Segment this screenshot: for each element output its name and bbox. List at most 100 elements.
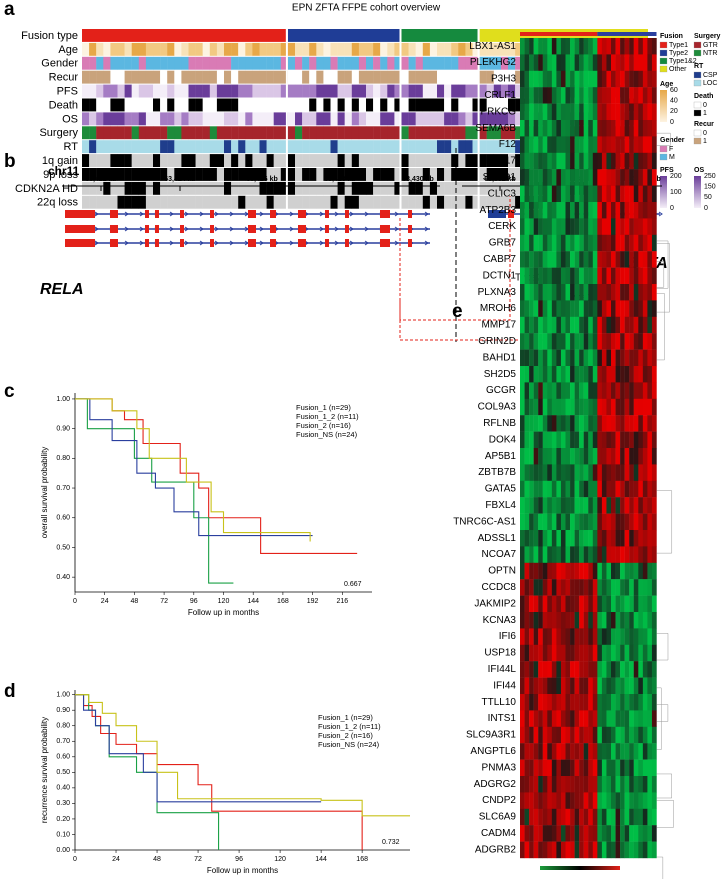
heatmap-cell: [633, 218, 639, 235]
x-tick-label: 24: [112, 856, 120, 863]
heatmap-cell: [647, 415, 653, 432]
heatmap-cell: [465, 126, 473, 140]
row-label: Gender: [41, 58, 78, 70]
heatmap-cell: [579, 103, 584, 121]
heatmap-cell: [592, 333, 598, 350]
heatmap-cell: [606, 70, 612, 88]
heatmap-cell: [524, 218, 530, 235]
heatmap-cell: [629, 38, 634, 55]
heatmap-cell: [601, 710, 607, 727]
heatmap-cell: [620, 169, 625, 186]
heatmap-cell: [592, 169, 598, 186]
heatmap-cell: [387, 56, 395, 70]
heatmap-cell: [611, 743, 616, 760]
x-tick-label: 120: [274, 856, 286, 863]
heatmap-cell: [302, 168, 310, 181]
heatmap-cell: [574, 284, 580, 301]
heatmap-cell: [624, 808, 630, 826]
heatmap-cell: [588, 349, 593, 367]
heatmap-cell: [202, 195, 210, 209]
heatmap-cell: [606, 841, 612, 859]
heatmap-cell: [224, 168, 232, 181]
heatmap-cell: [592, 759, 598, 777]
heatmap-cell: [520, 300, 525, 317]
heatmap-cell: [153, 112, 161, 126]
x-tick-label: 168: [356, 856, 368, 863]
exon: [408, 210, 412, 218]
heatmap-cell: [629, 415, 634, 432]
heatmap-cell: [486, 42, 494, 56]
heatmap-cell: [638, 185, 644, 203]
heatmap-cell: [323, 154, 331, 167]
heatmap-cell: [592, 448, 598, 465]
heatmap-cell: [633, 710, 639, 727]
heatmap-cell: [647, 448, 653, 465]
heatmap-cell: [638, 300, 644, 317]
heatmap-cell: [538, 825, 543, 842]
heatmap-cell: [547, 38, 553, 55]
heatmap-cell: [96, 168, 104, 181]
heatmap-cell: [351, 154, 360, 167]
legend-swatch: [659, 57, 668, 65]
heatmap-cell: [570, 415, 575, 432]
heatmap-cell: [529, 612, 534, 629]
heatmap-cell: [110, 70, 118, 84]
ruler-label: 63,428 kb: [324, 176, 356, 183]
heatmap-cell: [638, 333, 644, 350]
heatmap-cell: [647, 202, 653, 219]
heatmap-cell: [574, 612, 580, 629]
heatmap-cell: [408, 56, 416, 70]
heatmap-cell: [238, 98, 246, 112]
heatmap-cell: [422, 126, 431, 140]
heatmap-cell: [195, 112, 203, 126]
heatmap-cell: [551, 284, 557, 301]
heatmap-cell: [302, 195, 310, 209]
heatmap-cell: [295, 154, 303, 167]
heatmap-cell: [633, 480, 639, 498]
heatmap-cell: [538, 759, 543, 777]
heatmap-cell: [238, 195, 246, 209]
heatmap-cell: [611, 70, 616, 88]
heatmap-cell: [597, 448, 603, 465]
gene-label: SLC9A3R1: [466, 730, 516, 741]
heatmap-cell: [529, 87, 534, 104]
exon: [210, 239, 214, 247]
heatmap-cell: [579, 431, 584, 449]
heatmap-cell: [259, 168, 267, 181]
heatmap-cell: [529, 513, 534, 531]
heatmap-cell: [556, 513, 562, 531]
heatmap-cell: [500, 181, 509, 195]
heatmap-cell: [153, 154, 161, 167]
heatmap-cell: [479, 42, 487, 56]
heatmap-cell: [651, 169, 657, 186]
heatmap-cell: [651, 103, 657, 121]
heatmap-cell: [547, 349, 553, 367]
heatmap-cell: [358, 112, 367, 126]
heatmap-cell: [533, 316, 539, 334]
heatmap-cell: [330, 42, 338, 56]
heatmap-cell: [238, 84, 246, 98]
heatmap-cell: [638, 513, 644, 531]
heatmap-cell: [380, 126, 388, 140]
heatmap-cell: [647, 546, 653, 563]
heatmap-cell: [642, 464, 648, 481]
heatmap-cell: [533, 398, 539, 416]
heatmap-cell: [520, 333, 525, 350]
heatmap-cell: [629, 546, 634, 563]
heatmap-cell: [560, 349, 566, 367]
heatmap-cell: [620, 480, 625, 498]
heatmap-cell: [316, 42, 324, 56]
heatmap-cell: [597, 661, 603, 678]
heatmap-cell: [231, 112, 239, 126]
heatmap-cell: [209, 112, 218, 126]
heatmap-cell: [429, 98, 438, 112]
heatmap-cell: [615, 841, 621, 859]
heatmap-cell: [651, 202, 657, 219]
heatmap-cell: [174, 42, 182, 56]
heatmap-cell: [538, 267, 543, 285]
heatmap-cell: [224, 112, 232, 126]
heatmap-cell: [551, 234, 557, 252]
gene-label: CERK: [488, 221, 516, 232]
heatmap-cell: [224, 195, 232, 209]
legend-item: 1: [703, 138, 707, 145]
